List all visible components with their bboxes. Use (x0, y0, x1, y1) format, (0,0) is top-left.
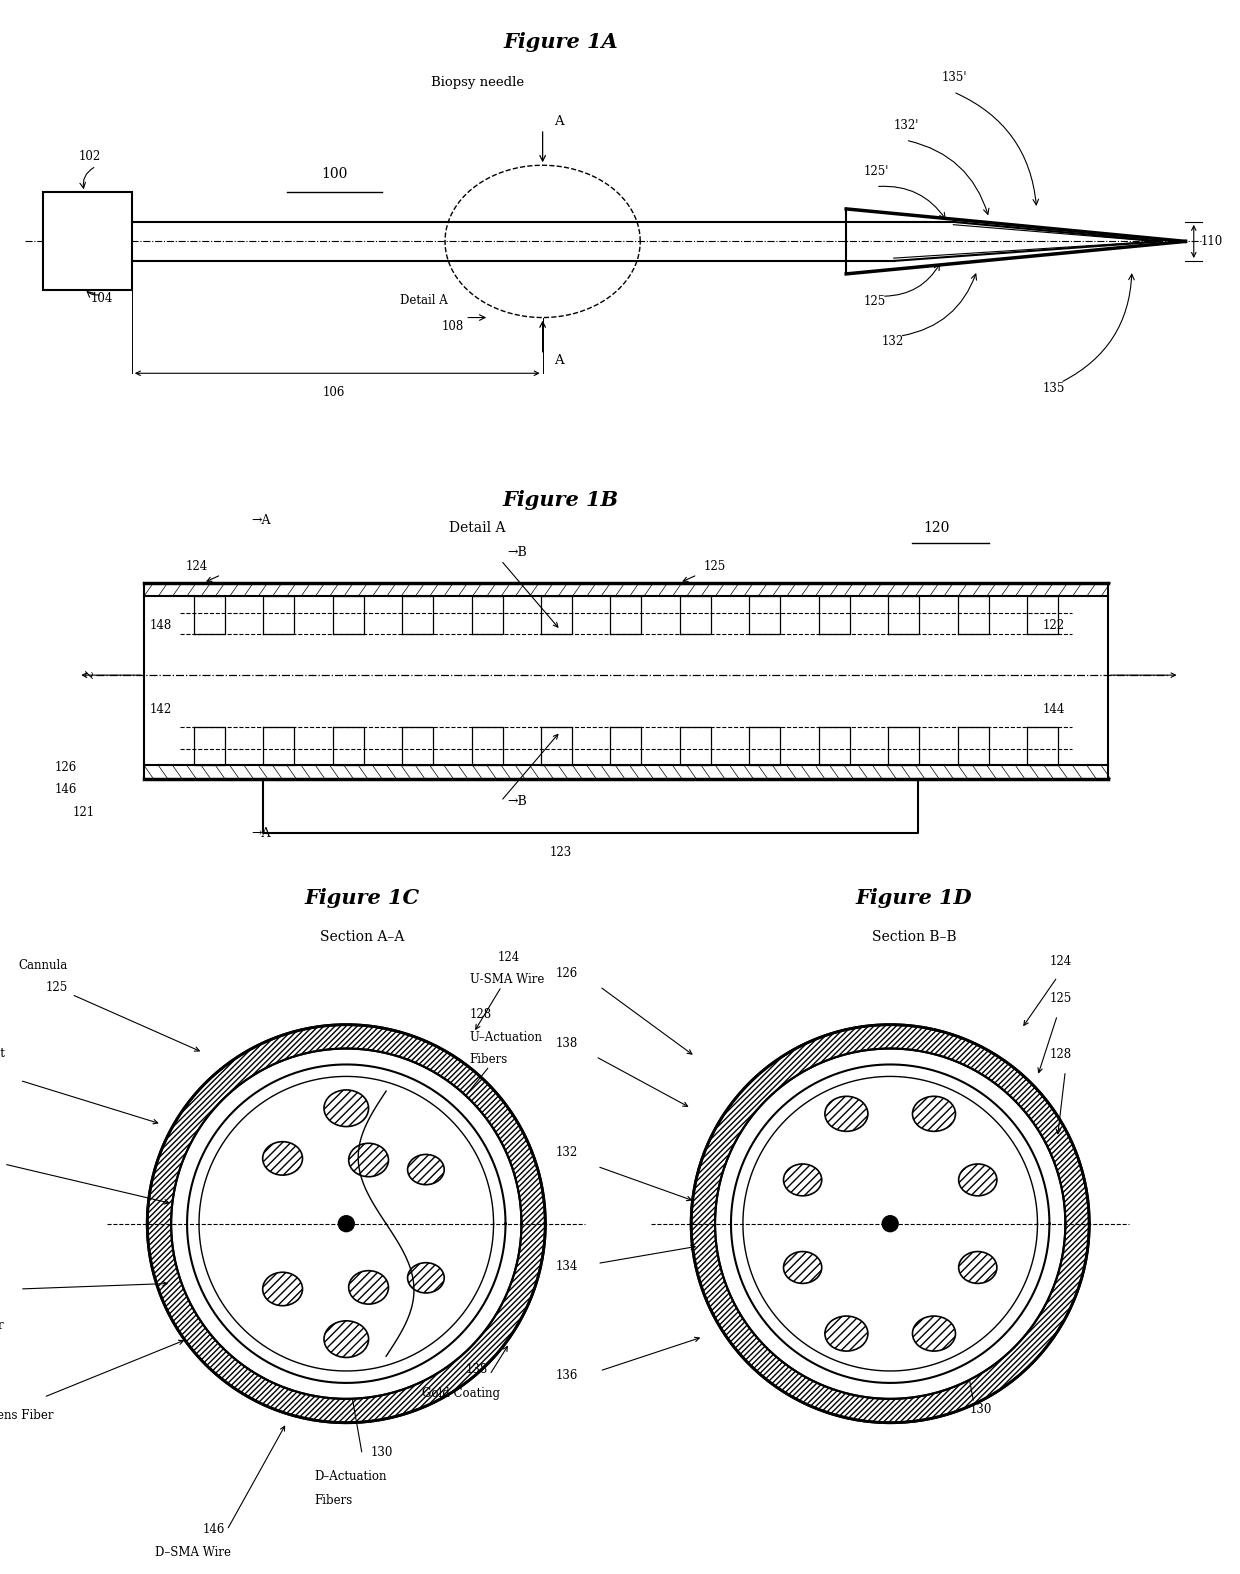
Text: 132': 132' (894, 120, 919, 132)
Ellipse shape (148, 1025, 546, 1423)
Text: 104: 104 (993, 1203, 1016, 1215)
Bar (42, 192, 131, 290)
Text: Biopsy needle: Biopsy needle (430, 76, 523, 90)
Text: Section B–B: Section B–B (872, 930, 956, 944)
Text: 125: 125 (46, 981, 68, 995)
Text: 124: 124 (186, 560, 208, 573)
Text: 138: 138 (556, 1037, 578, 1050)
Ellipse shape (171, 1048, 522, 1399)
Text: Figure 1B: Figure 1B (502, 490, 619, 510)
Text: 125: 125 (1049, 992, 1071, 1006)
Text: 105: 105 (394, 1226, 417, 1239)
Text: 146: 146 (55, 784, 77, 796)
Text: 132: 132 (882, 335, 904, 348)
Text: U–Actuation: U–Actuation (470, 1031, 543, 1044)
Text: Figure 1D: Figure 1D (856, 888, 972, 908)
Text: 100: 100 (321, 167, 347, 181)
Ellipse shape (784, 1251, 822, 1283)
Ellipse shape (825, 1316, 868, 1350)
Text: 123: 123 (549, 845, 572, 859)
Text: 105: 105 (993, 1226, 1016, 1239)
Ellipse shape (715, 1048, 1065, 1399)
Text: →B: →B (507, 546, 527, 559)
Text: →A: →A (250, 828, 270, 841)
Text: 124: 124 (497, 951, 520, 963)
Text: 134: 134 (556, 1259, 578, 1273)
Text: 128: 128 (1049, 1048, 1071, 1061)
Text: 106: 106 (324, 387, 346, 400)
Text: Detail A: Detail A (449, 521, 506, 535)
Ellipse shape (959, 1251, 997, 1283)
Text: Sensng Fiber: Sensng Fiber (0, 1319, 4, 1332)
Ellipse shape (348, 1143, 388, 1177)
Ellipse shape (348, 1270, 388, 1305)
Text: 128: 128 (470, 1009, 492, 1022)
Ellipse shape (408, 1154, 444, 1185)
Text: Cannula: Cannula (19, 959, 68, 971)
Text: 135: 135 (1043, 382, 1065, 395)
Text: 126: 126 (556, 966, 578, 981)
Text: Temp/Defl Sens Fiber: Temp/Defl Sens Fiber (0, 1409, 53, 1421)
Text: 121: 121 (72, 806, 94, 818)
Text: 135': 135' (941, 71, 967, 83)
Text: 148: 148 (150, 619, 172, 631)
Text: 104: 104 (91, 291, 113, 305)
Ellipse shape (959, 1165, 997, 1196)
Text: Figure 1A: Figure 1A (503, 33, 618, 52)
Ellipse shape (743, 1077, 1038, 1371)
Text: 125': 125' (864, 165, 889, 178)
Ellipse shape (324, 1089, 368, 1127)
Ellipse shape (784, 1165, 822, 1196)
Text: 142: 142 (150, 704, 172, 716)
Text: →B: →B (507, 795, 527, 807)
Ellipse shape (825, 1097, 868, 1132)
Text: Section A–A: Section A–A (320, 930, 404, 944)
Ellipse shape (198, 1077, 494, 1371)
Ellipse shape (263, 1272, 303, 1306)
Text: 138: 138 (466, 1363, 489, 1376)
Text: 122: 122 (1043, 619, 1065, 631)
Text: U-SMA Wire: U-SMA Wire (470, 973, 544, 987)
Text: 126: 126 (55, 760, 77, 774)
Text: 136: 136 (556, 1369, 578, 1382)
Text: 125: 125 (864, 296, 887, 309)
Ellipse shape (324, 1321, 368, 1357)
Ellipse shape (913, 1097, 956, 1132)
Text: Fibers: Fibers (315, 1494, 352, 1506)
Text: 144: 144 (1043, 704, 1065, 716)
Text: Figure 1C: Figure 1C (305, 888, 420, 908)
Ellipse shape (408, 1262, 444, 1292)
Circle shape (882, 1215, 898, 1232)
Ellipse shape (691, 1025, 1089, 1423)
Text: 102: 102 (78, 150, 100, 162)
Ellipse shape (913, 1316, 956, 1350)
Text: 110: 110 (1200, 235, 1223, 247)
Text: 104: 104 (394, 1203, 417, 1215)
Text: D–SMA Wire: D–SMA Wire (155, 1547, 231, 1560)
Text: Detail A: Detail A (399, 294, 448, 307)
Text: A: A (554, 115, 564, 129)
Circle shape (339, 1215, 355, 1232)
Text: 125: 125 (703, 560, 725, 573)
Text: 146: 146 (203, 1522, 226, 1536)
Text: 124: 124 (1049, 955, 1071, 968)
Text: 130: 130 (371, 1447, 393, 1459)
Text: Gold Coating: Gold Coating (422, 1387, 500, 1401)
Text: →A: →A (250, 515, 270, 527)
Text: Fibers: Fibers (470, 1053, 508, 1066)
Text: 108: 108 (441, 320, 464, 332)
Ellipse shape (263, 1141, 303, 1176)
Text: Outer Stylet: Outer Stylet (0, 1047, 5, 1059)
Text: 130: 130 (970, 1402, 992, 1417)
Text: z: z (83, 671, 97, 678)
Text: 120: 120 (924, 521, 950, 535)
Text: 132: 132 (556, 1146, 578, 1158)
Text: D–Actuation: D–Actuation (315, 1470, 387, 1483)
Text: A: A (554, 354, 564, 367)
